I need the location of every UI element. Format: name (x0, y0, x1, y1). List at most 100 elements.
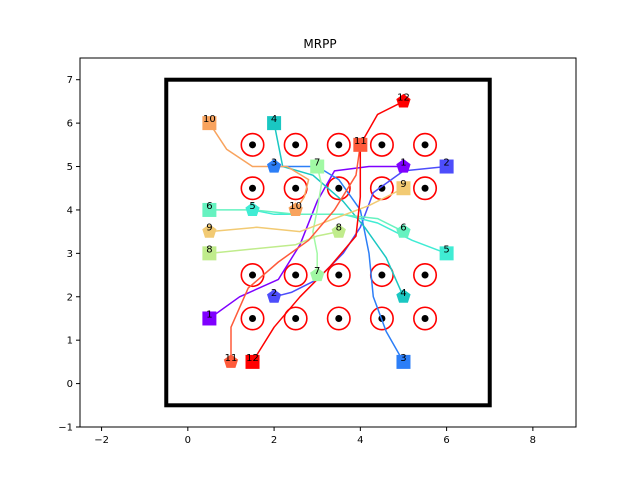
agent-start-3 (396, 354, 411, 369)
obstacle-center (421, 184, 429, 192)
obstacle-center (421, 271, 429, 279)
obstacle-center (249, 314, 257, 322)
obstacle-ring (413, 263, 438, 288)
agent-start-label-3: 3 (400, 353, 406, 364)
agent-start-label-8: 8 (206, 244, 212, 255)
obstacle-center (249, 184, 257, 192)
agent-goal-label-4: 4 (400, 288, 406, 299)
agent-goal-4 (396, 289, 411, 303)
agent-start-8 (202, 246, 217, 261)
agent-start-label-6: 6 (206, 201, 212, 212)
agent-start-label-5: 5 (443, 244, 449, 255)
y-tick-label: −1 (58, 423, 73, 434)
y-tick-label: 4 (67, 205, 73, 216)
agent-start-9 (396, 181, 411, 196)
obstacle-ring (240, 132, 265, 157)
agent-start-4 (267, 116, 282, 131)
x-tick-label: 2 (271, 435, 277, 446)
obstacle-center (335, 184, 343, 192)
obstacle (413, 306, 438, 331)
x-tick-label: 4 (357, 435, 363, 446)
x-tick-label: −2 (94, 435, 109, 446)
agent-start-10 (202, 116, 217, 131)
agent-path-8 (209, 230, 339, 255)
agent-start-7 (310, 159, 325, 174)
agent-start-12 (245, 354, 260, 369)
agent-goal-label-1: 1 (400, 158, 406, 169)
obstacle (283, 132, 308, 157)
obstacle (413, 263, 438, 288)
obstacle-center (292, 184, 300, 192)
y-tick-label: 6 (67, 119, 73, 130)
agent-goal-label-9: 9 (206, 223, 212, 234)
obstacle-center (292, 271, 300, 279)
agent-start-label-10: 10 (203, 114, 216, 125)
agent-start-label-4: 4 (271, 114, 277, 125)
agent-goal-8 (331, 224, 346, 238)
y-tick-label: 7 (67, 75, 73, 86)
y-tick-label: 5 (67, 162, 73, 173)
obstacle-center (335, 271, 343, 279)
agent-goal-label-7: 7 (314, 266, 320, 277)
agent-path-9 (209, 187, 404, 233)
obstacle (413, 132, 438, 157)
obstacle-ring (369, 306, 394, 331)
agent-start-11 (353, 137, 368, 152)
y-tick-label: 1 (67, 336, 73, 347)
agent-start-label-2: 2 (443, 158, 449, 169)
obstacle-ring (283, 306, 308, 331)
agent-goal-1 (396, 159, 411, 173)
obstacle-ring (413, 132, 438, 157)
agent-goal-6 (396, 224, 411, 238)
agent-start-5 (439, 246, 454, 261)
agent-path-10 (208, 122, 310, 211)
agent-path-4 (273, 122, 405, 298)
obstacle-center (421, 141, 429, 149)
agent-goal-label-8: 8 (336, 223, 342, 234)
obstacle-center (335, 314, 343, 322)
agent-goal-2 (267, 289, 282, 303)
agent-goal-11 (223, 354, 239, 368)
agent-goal-label-6: 6 (400, 223, 406, 234)
agent-start-label-11: 11 (354, 136, 367, 147)
agent-goal-10 (288, 202, 303, 216)
agent-start-label-7: 7 (314, 158, 320, 169)
chart-title: MRPP (303, 37, 336, 51)
x-tick-label: 0 (185, 435, 191, 446)
agent-goal-label-12: 12 (397, 92, 410, 103)
obstacle (240, 132, 265, 157)
agent-goal-7 (310, 267, 325, 282)
agent-goal-label-5: 5 (249, 201, 255, 212)
x-tick-label: 6 (443, 435, 449, 446)
y-tick-label: 2 (67, 292, 73, 303)
agent-start-label-1: 1 (206, 309, 212, 320)
obstacle-center (378, 141, 386, 149)
obstacle (240, 176, 265, 201)
obstacle-center (378, 271, 386, 279)
obstacle (240, 306, 265, 331)
agent-goal-label-11: 11 (225, 353, 238, 364)
agent-goal-12 (396, 93, 411, 108)
obstacle (326, 306, 351, 331)
obstacle-ring (283, 132, 308, 157)
obstacle (326, 263, 351, 288)
obstacle (326, 132, 351, 157)
obstacle-center (421, 314, 429, 322)
obstacle (283, 263, 308, 288)
obstacle-center (335, 141, 343, 149)
agent-goal-5 (245, 202, 260, 216)
agent-goal-label-3: 3 (271, 158, 277, 169)
agent-start-1 (202, 311, 217, 326)
obstacle-ring (240, 306, 265, 331)
agent-goal-9 (202, 224, 217, 238)
agent-start-2 (439, 159, 454, 174)
agent-start-label-9: 9 (400, 179, 406, 190)
obstacle-ring (283, 263, 308, 288)
obstacle-center (378, 184, 386, 192)
agent-path-12 (251, 100, 404, 363)
obstacle (413, 176, 438, 201)
obstacle-center (292, 141, 300, 149)
